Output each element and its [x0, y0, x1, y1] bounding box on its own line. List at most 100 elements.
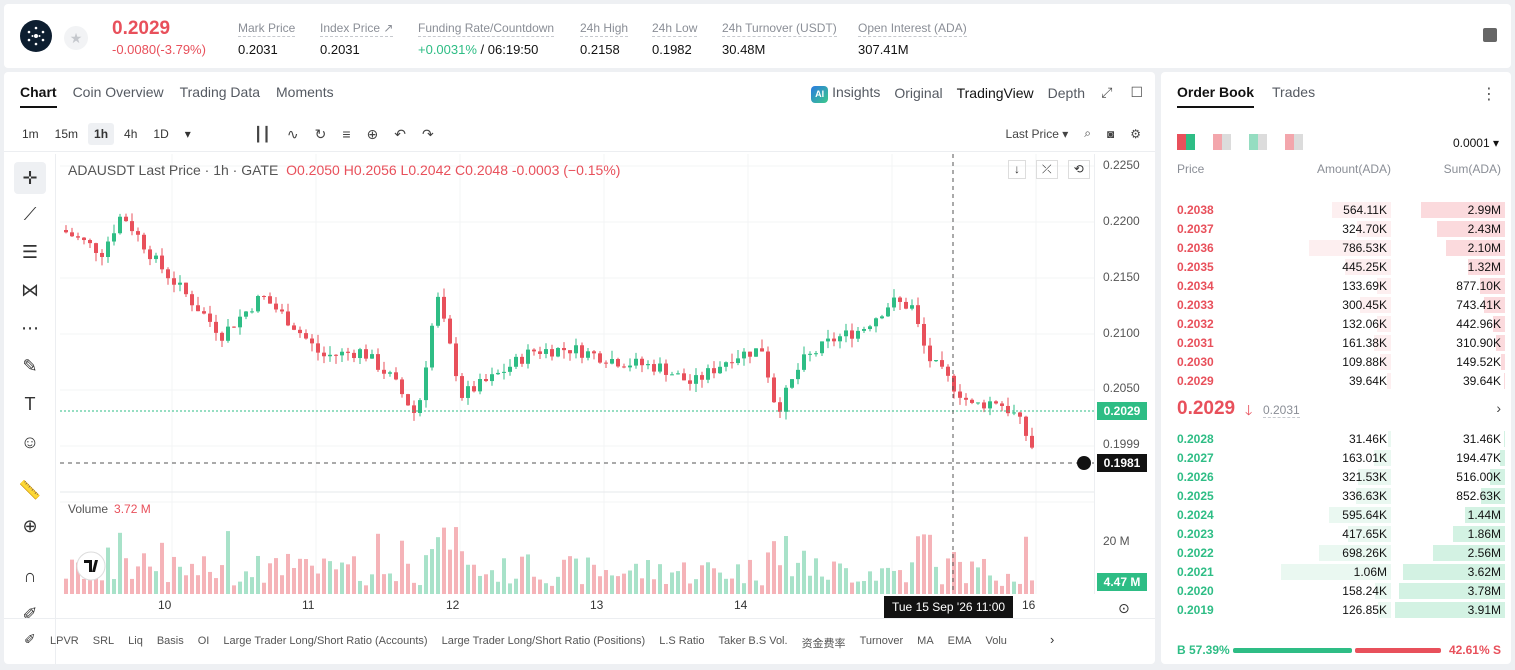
tab-chart[interactable]: Chart [20, 84, 57, 108]
horizontal-lines-icon[interactable]: ☰ [21, 241, 39, 262]
bid-row[interactable]: 0.2022 698.26K 2.56M [1161, 543, 1511, 562]
trend-line-icon[interactable]: ⟋ [23, 203, 37, 224]
price-axis[interactable]: 0.2250 0.2200 0.2150 0.2100 0.2050 0.199… [1094, 154, 1155, 594]
ask-row[interactable]: 0.2037 324.70K 2.43M [1161, 219, 1511, 238]
ask-row[interactable]: 0.2034 133.69K 877.10K [1161, 276, 1511, 295]
indicator-item[interactable]: Taker B.S Vol. [718, 635, 788, 647]
indicator-scroll-right-icon[interactable]: › [1050, 632, 1055, 647]
bid-row[interactable]: 0.2023 417.65K 1.86M [1161, 524, 1511, 543]
interval-15m[interactable]: 15m [54, 127, 79, 141]
more-menu-icon[interactable]: ⋮ [1481, 86, 1497, 103]
indicator-item[interactable]: Liq [128, 635, 143, 647]
indicator-item[interactable]: MA [917, 635, 934, 647]
price-type-select[interactable]: Last Price ▾ [1005, 126, 1069, 141]
tab-moments[interactable]: Moments [276, 84, 334, 100]
ask-row[interactable]: 0.2030 109.88K 149.52K [1161, 352, 1511, 371]
indicator-item[interactable]: SRL [92, 635, 115, 647]
ask-row[interactable]: 0.2036 786.53K 2.10M [1161, 238, 1511, 257]
emoji-icon[interactable]: ☺ [20, 431, 40, 452]
interval-4h[interactable]: 4h [124, 127, 138, 141]
replay-icon[interactable]: ↻ [314, 126, 327, 142]
brush-icon[interactable]: ✎ [22, 355, 38, 376]
indicator-item[interactable]: 资金费率 [801, 638, 846, 650]
precision-select[interactable]: 0.0001 ▾ [1452, 136, 1499, 150]
bid-row[interactable]: 0.2028 31.46K 31.46K [1161, 429, 1511, 448]
settings-gear-icon[interactable]: ⚙ [1130, 126, 1141, 141]
tab-tradingview[interactable]: TradingView [956, 85, 1034, 102]
tab-depth[interactable]: Depth [1047, 85, 1085, 102]
candlestick-plot[interactable] [60, 154, 1094, 594]
bid-row[interactable]: 0.2019 126.85K 3.91M [1161, 600, 1511, 619]
indicator-item[interactable]: L.S Ratio [659, 635, 705, 647]
add-alert-icon[interactable]: ⊕ [366, 126, 379, 142]
undo-icon[interactable]: ↶ [394, 126, 406, 142]
indicator-item[interactable]: OI [197, 635, 210, 647]
magnet-icon[interactable]: ∩ [23, 565, 37, 586]
fib-icon[interactable]: ⋯ [21, 317, 39, 338]
pencil-icon[interactable]: ✐ [24, 631, 36, 647]
indicator-item[interactable]: Large Trader Long/Short Ratio (Accounts) [223, 635, 428, 647]
insights-button[interactable]: AI Insights [811, 84, 880, 103]
price-tick: 0.2200 [1103, 214, 1140, 228]
interval-dropdown-icon[interactable]: ▾ [184, 127, 191, 141]
bid-row[interactable]: 0.2024 595.64K 1.44M [1161, 505, 1511, 524]
crosshair-icon[interactable]: ✛ [14, 162, 46, 194]
interval-1h[interactable]: 1h [88, 123, 115, 145]
volume-bar [442, 527, 446, 594]
indicator-item[interactable]: Turnover [859, 635, 904, 647]
layout-both-icon[interactable] [1177, 134, 1195, 150]
pattern-icon[interactable]: ⋈ [21, 279, 39, 300]
tab-original[interactable]: Original [894, 85, 943, 102]
bid-row[interactable]: 0.2026 321.53K 516.00K [1161, 467, 1511, 486]
crosshair-add-icon[interactable] [1077, 456, 1091, 470]
time-axis[interactable]: 10 11 12 13 14 16 [60, 594, 1094, 614]
search-icon[interactable]: ⌕ [1084, 126, 1091, 140]
indicator-item[interactable]: LPVR [50, 635, 79, 647]
reset-icon[interactable]: ⟲ [1067, 160, 1090, 179]
stat-index-price[interactable]: Index Price ↗ 0.2031 [320, 21, 394, 57]
layout-bids-icon[interactable] [1249, 134, 1267, 150]
text-tool-icon[interactable]: T [24, 393, 36, 414]
ask-row[interactable]: 0.2035 445.25K 1.32M [1161, 257, 1511, 276]
camera-icon[interactable]: ◙ [1106, 126, 1115, 141]
fullscreen-icon[interactable]: ⤢ [1101, 84, 1113, 100]
tab-trading-data[interactable]: Trading Data [179, 84, 261, 100]
chevron-right-icon[interactable]: › [1496, 400, 1501, 416]
favorite-star-icon[interactable]: ★ [64, 26, 88, 50]
ask-row[interactable]: 0.2029 39.64K 39.64K [1161, 371, 1511, 390]
bid-row[interactable]: 0.2021 1.06M 3.62M [1161, 562, 1511, 581]
order-amount: 336.63K [1342, 489, 1387, 503]
tab-coin-overview[interactable]: Coin Overview [72, 84, 164, 100]
candle-type-icon[interactable]: ┃┃ [254, 126, 271, 142]
collapse-icon[interactable]: ⤫ [1036, 160, 1058, 179]
indicator-item[interactable]: Basis [156, 635, 184, 647]
tab-order-book[interactable]: Order Book [1177, 84, 1255, 108]
indicator-item[interactable]: Volu [985, 635, 1007, 647]
bid-row[interactable]: 0.2025 336.63K 852.63K [1161, 486, 1511, 505]
layout-asks-icon[interactable] [1213, 134, 1231, 150]
templates-icon[interactable]: ≡ [342, 126, 351, 142]
scroll-down-icon[interactable]: ↓ [1008, 160, 1026, 179]
ask-row[interactable]: 0.2033 300.45K 743.41K [1161, 295, 1511, 314]
candle-body [766, 351, 770, 378]
ask-row[interactable]: 0.2038 564.11K 2.99M [1161, 200, 1511, 219]
ask-row[interactable]: 0.2032 132.06K 442.96K [1161, 314, 1511, 333]
goto-realtime-icon[interactable]: ⊙ [1118, 600, 1130, 616]
interval-1m[interactable]: 1m [22, 127, 39, 141]
indicator-item[interactable]: Large Trader Long/Short Ratio (Positions… [441, 635, 646, 647]
redo-icon[interactable]: ↷ [421, 126, 434, 142]
document-icon[interactable] [1483, 28, 1497, 42]
window-icon[interactable]: ☐ [1130, 84, 1143, 100]
ruler-icon[interactable]: 📏 [18, 479, 42, 500]
bid-row[interactable]: 0.2027 163.01K 194.47K [1161, 448, 1511, 467]
candle-body [226, 326, 230, 341]
zoom-in-icon[interactable]: ⊕ [22, 515, 38, 536]
interval-1d[interactable]: 1D [153, 127, 169, 141]
indicator-item[interactable]: EMA [947, 635, 972, 647]
indicators-icon[interactable]: ∿ [286, 126, 299, 142]
tab-trades[interactable]: Trades [1272, 84, 1316, 100]
bid-row[interactable]: 0.2020 158.24K 3.78M [1161, 581, 1511, 600]
layout-asks-only-icon[interactable] [1285, 134, 1303, 150]
volume-bar [214, 578, 218, 594]
ask-row[interactable]: 0.2031 161.38K 310.90K [1161, 333, 1511, 352]
